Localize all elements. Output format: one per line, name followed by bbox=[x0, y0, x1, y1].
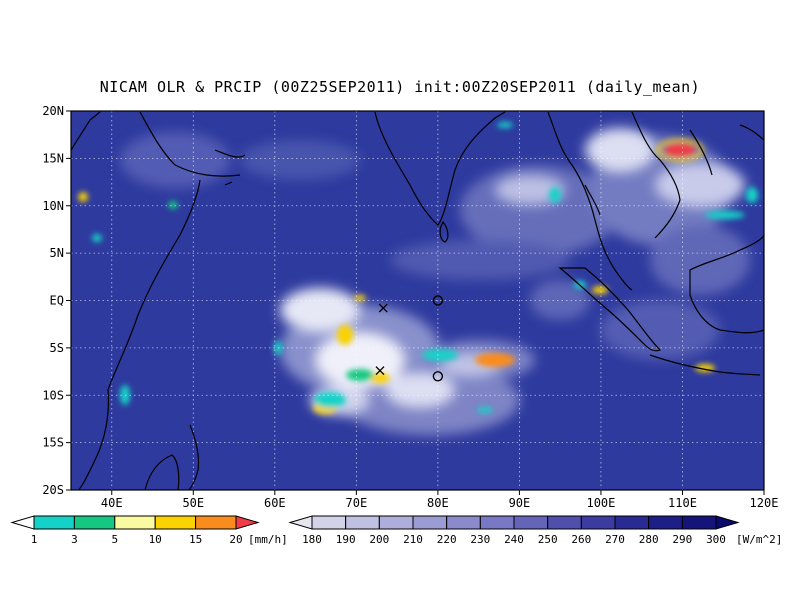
precip-colorbar-swatch bbox=[154, 515, 197, 530]
olr-colorbar-label: 270 bbox=[605, 533, 625, 546]
map-grid bbox=[71, 111, 764, 490]
olr-colorbar-swatch bbox=[311, 515, 347, 530]
cross-marker bbox=[378, 303, 388, 313]
map-area bbox=[71, 111, 764, 490]
olr-colorbar-unit: [W/m^2] bbox=[736, 533, 782, 546]
lon-tick-label: 80E bbox=[427, 496, 449, 510]
olr-colorbar-label: 220 bbox=[437, 533, 457, 546]
lon-tick-label: 90E bbox=[509, 496, 531, 510]
olr-colorbar-label: 200 bbox=[369, 533, 389, 546]
olr-colorbar-label: 300 bbox=[706, 533, 726, 546]
lon-tick-label: 120E bbox=[750, 496, 779, 510]
lat-tick-label: 15S bbox=[42, 436, 64, 450]
lat-tick-label: 10S bbox=[42, 388, 64, 402]
precip-colorbar-label: 15 bbox=[189, 533, 202, 546]
olr-colorbar-label: 290 bbox=[672, 533, 692, 546]
circle-marker bbox=[432, 295, 444, 306]
olr-colorbar-swatch bbox=[345, 515, 380, 530]
precip-colorbar-high-arrow bbox=[235, 515, 260, 530]
lon-tick-label: 40E bbox=[101, 496, 123, 510]
precip-colorbar-swatch bbox=[195, 515, 237, 530]
olr-colorbar-label: 180 bbox=[302, 533, 322, 546]
olr-colorbar-swatch bbox=[547, 515, 582, 530]
precip-colorbar-unit: [mm/h] bbox=[248, 533, 288, 546]
olr-colorbar-swatch bbox=[446, 515, 481, 530]
olr-colorbar-label: 280 bbox=[639, 533, 659, 546]
lon-tick-label: 60E bbox=[264, 496, 286, 510]
lon-tick-label: 70E bbox=[346, 496, 368, 510]
olr-colorbar-swatch bbox=[378, 515, 414, 530]
precip-colorbar-label: 1 bbox=[31, 533, 38, 546]
olr-colorbar: 180 190 200 210 220 230 240 250 260 270 280 290 300 [… bbox=[288, 515, 782, 546]
olr-colorbar-swatch bbox=[412, 515, 448, 530]
lat-tick-label: 10N bbox=[42, 199, 64, 213]
precip-colorbar-swatch bbox=[73, 515, 116, 530]
olr-colorbar-swatch bbox=[479, 515, 515, 530]
storm-markers bbox=[375, 295, 444, 382]
olr-colorbar-high-arrow bbox=[715, 515, 740, 530]
lon-tick-label: 110E bbox=[668, 496, 697, 510]
olr-colorbar-low-arrow bbox=[288, 515, 313, 530]
precip-colorbar-swatch bbox=[33, 515, 75, 530]
lon-tick-label: 50E bbox=[182, 496, 204, 510]
olr-colorbar-swatch bbox=[614, 515, 650, 530]
lat-tick-label: 5N bbox=[50, 246, 64, 260]
olr-colorbar-label: 240 bbox=[504, 533, 524, 546]
lat-tick-label: 20N bbox=[42, 104, 64, 118]
lon-tick-label: 100E bbox=[586, 496, 615, 510]
precip-colorbar: 1 3 5 10 15 20 [mm/h] bbox=[10, 515, 288, 546]
lat-tick-label: 15N bbox=[42, 151, 64, 165]
precipitation-field bbox=[78, 122, 758, 414]
olr-colorbar-label: 260 bbox=[571, 533, 591, 546]
map-title: NICAM OLR & PRCIP (00Z25SEP2011) init:00… bbox=[99, 78, 701, 96]
olr-colorbar-label: 230 bbox=[470, 533, 490, 546]
precip-colorbar-low-arrow bbox=[10, 515, 35, 530]
lat-tick-label: 5S bbox=[50, 341, 64, 355]
olr-colorbar-swatch bbox=[681, 515, 717, 530]
precip-colorbar-label: 3 bbox=[71, 533, 78, 546]
olr-colorbar-swatch bbox=[648, 515, 683, 530]
map-axes: 20N 15N 10N 5N EQ 5S 10S 15S 20S 40E 50E 60E 70E 80E 9… bbox=[42, 104, 778, 510]
lat-tick-label: EQ bbox=[50, 294, 64, 308]
precip-colorbar-label: 10 bbox=[149, 533, 162, 546]
olr-colorbar-swatch bbox=[580, 515, 616, 530]
olr-colorbar-label: 250 bbox=[538, 533, 558, 546]
olr-colorbar-swatch bbox=[513, 515, 549, 530]
precip-colorbar-label: 20 bbox=[229, 533, 242, 546]
precip-colorbar-label: 5 bbox=[111, 533, 118, 546]
olr-colorbar-label: 210 bbox=[403, 533, 423, 546]
precip-colorbar-swatch bbox=[114, 515, 156, 530]
olr-colorbar-label: 190 bbox=[336, 533, 356, 546]
lat-tick-label: 20S bbox=[42, 483, 64, 497]
circle-marker bbox=[432, 371, 444, 382]
olr-cloud-field bbox=[120, 128, 750, 435]
cross-marker bbox=[375, 366, 385, 376]
coastlines bbox=[71, 111, 764, 490]
